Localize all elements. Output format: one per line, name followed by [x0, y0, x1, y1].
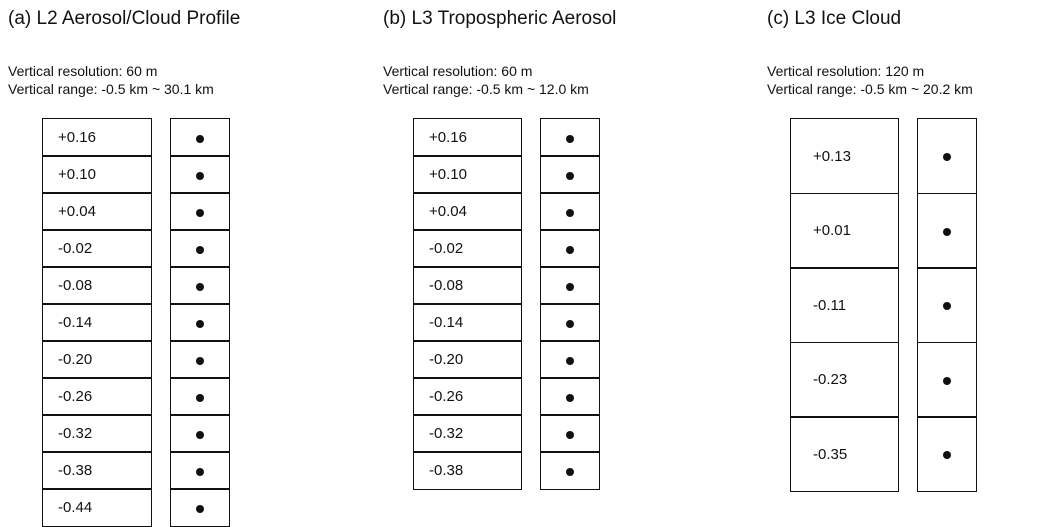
value-cell: +0.10: [413, 155, 522, 194]
value-cell: +0.10: [42, 155, 152, 194]
dot: [196, 467, 204, 476]
value-cell: -0.38: [42, 451, 152, 490]
dot-cell: [170, 229, 230, 268]
value-cell: +0.01: [790, 192, 899, 269]
value-cell: +0.04: [42, 192, 152, 231]
dot-cell: [170, 266, 230, 305]
resolution-text: Vertical resolution: 120 m: [767, 63, 925, 79]
panel-title: (c) L3 Ice Cloud: [767, 8, 902, 29]
dot-cell: [540, 451, 600, 490]
dot-cell: [917, 267, 977, 343]
range-text: Vertical range: -0.5 km ~ 30.1 km: [8, 81, 214, 97]
dot: [943, 376, 951, 385]
panel-title: (b) L3 Tropospheric Aerosol: [383, 8, 617, 29]
value-cell: -0.14: [42, 303, 152, 342]
dot: [196, 208, 204, 217]
dot: [566, 171, 574, 180]
dot-cell: [170, 377, 230, 416]
dot-cell: [540, 340, 600, 379]
dot-cell: [540, 266, 600, 305]
dot-cell: [917, 416, 977, 492]
dot: [566, 319, 574, 328]
dot: [566, 430, 574, 439]
dot: [566, 134, 574, 143]
dot-cell: [917, 192, 977, 269]
dot-cell: [540, 155, 600, 194]
value-cell: +0.04: [413, 192, 522, 231]
dot-cell: [170, 340, 230, 379]
dot: [196, 356, 204, 365]
resolution-text: Vertical resolution: 60 m: [383, 63, 533, 79]
value-cell: -0.02: [42, 229, 152, 268]
panel-title: (a) L2 Aerosol/Cloud Profile: [8, 8, 241, 29]
dot-cell: [170, 451, 230, 490]
dot-cell: [170, 192, 230, 231]
dot-cell: [540, 229, 600, 268]
dot: [196, 134, 204, 143]
dot: [196, 393, 204, 402]
dot: [566, 208, 574, 217]
dot: [943, 302, 951, 311]
dot-cell: [170, 155, 230, 194]
value-cell: +0.16: [413, 118, 522, 157]
value-cell: -0.32: [42, 414, 152, 453]
value-cell: -0.23: [790, 341, 899, 418]
value-cell: -0.14: [413, 303, 522, 342]
value-cell: -0.44: [42, 488, 152, 527]
dot: [196, 282, 204, 291]
value-cell: -0.38: [413, 451, 522, 490]
dot: [196, 171, 204, 180]
dot: [196, 430, 204, 439]
resolution-text: Vertical resolution: 60 m: [8, 63, 158, 79]
dot: [566, 245, 574, 254]
dot: [566, 467, 574, 476]
value-cell: -0.11: [790, 267, 899, 343]
range-text: Vertical range: -0.5 km ~ 12.0 km: [383, 81, 589, 97]
dot-cell: [917, 118, 977, 194]
dot-cell: [540, 377, 600, 416]
dot-cell: [540, 414, 600, 453]
dot: [196, 504, 204, 513]
dot: [943, 153, 951, 162]
dot-cell: [170, 303, 230, 342]
value-cell: -0.26: [413, 377, 522, 416]
value-cell: -0.08: [413, 266, 522, 305]
value-cell: -0.26: [42, 377, 152, 416]
dot-cell: [170, 414, 230, 453]
dot: [196, 245, 204, 254]
dot: [566, 393, 574, 402]
dot: [566, 282, 574, 291]
value-cell: +0.16: [42, 118, 152, 157]
dot: [943, 451, 951, 460]
dot-cell: [540, 303, 600, 342]
dot: [566, 356, 574, 365]
value-cell: -0.35: [790, 416, 899, 492]
value-cell: -0.20: [413, 340, 522, 379]
dot: [196, 319, 204, 328]
dot-cell: [540, 192, 600, 231]
value-cell: -0.32: [413, 414, 522, 453]
range-text: Vertical range: -0.5 km ~ 20.2 km: [767, 81, 973, 97]
value-cell: -0.08: [42, 266, 152, 305]
dot-cell: [540, 118, 600, 157]
dot: [943, 227, 951, 236]
dot-cell: [170, 118, 230, 157]
dot-cell: [917, 341, 977, 418]
value-cell: +0.13: [790, 118, 899, 194]
value-cell: -0.20: [42, 340, 152, 379]
value-cell: -0.02: [413, 229, 522, 268]
